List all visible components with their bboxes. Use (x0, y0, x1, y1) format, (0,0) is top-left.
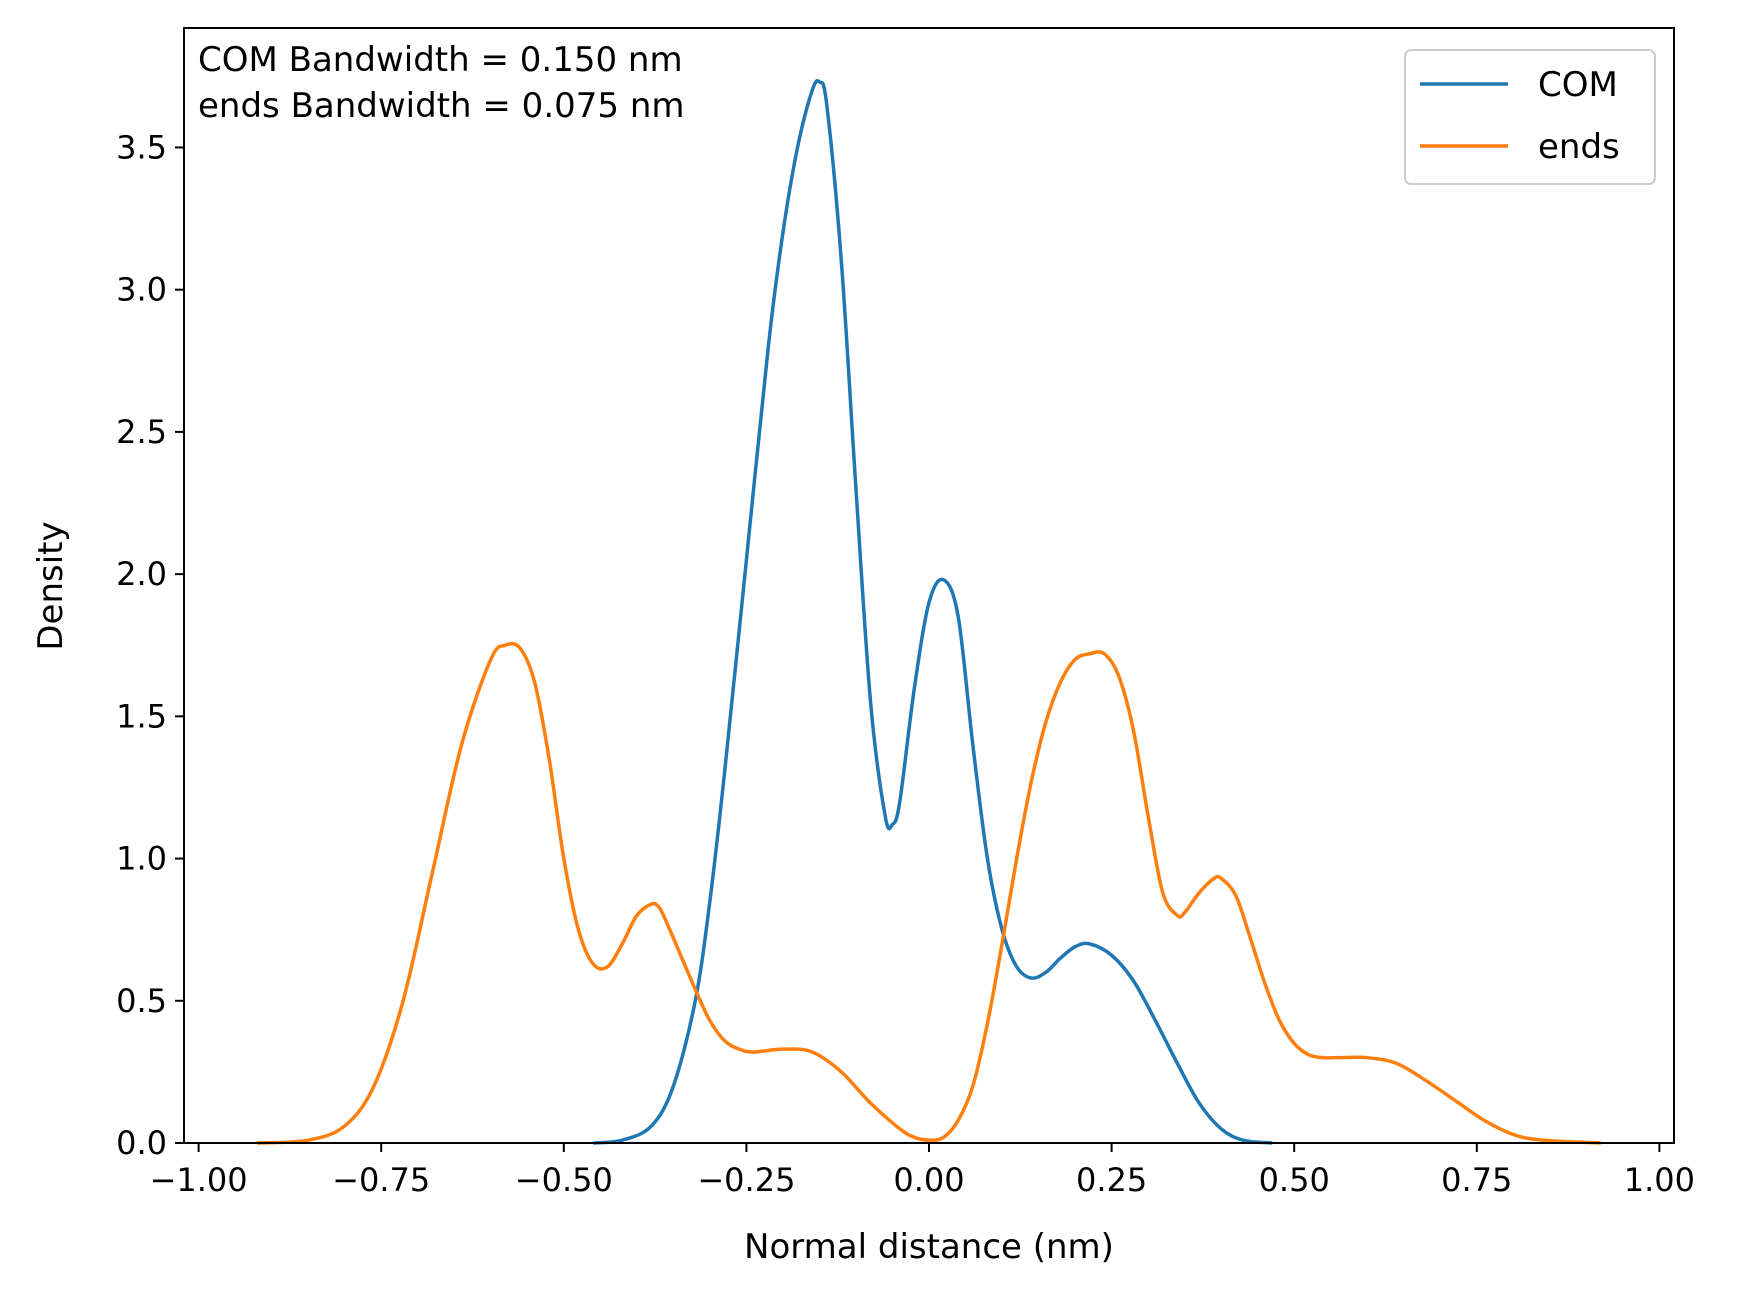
annotation-ends-bandwidth: ends Bandwidth = 0.075 nm (198, 86, 685, 126)
y-tick-label: 0.0 (116, 1124, 167, 1162)
x-axis-label: Normal distance (nm) (744, 1227, 1114, 1267)
y-tick-label: 2.0 (116, 555, 167, 593)
y-tick-label: 3.5 (116, 128, 167, 166)
annotation-com-bandwidth: COM Bandwidth = 0.150 nm (198, 40, 683, 80)
y-axis: 0.0 0.5 1.0 1.5 2.0 2.5 3.0 3.5 (116, 128, 184, 1162)
y-axis-label: Density (31, 521, 71, 650)
y-tick-label: 0.5 (116, 982, 167, 1020)
x-axis: −1.00 −0.75 −0.50 −0.25 0.00 0.25 0.50 0.75 1.00 (150, 1143, 1695, 1199)
series-line-ends (256, 641, 1602, 1145)
series-layer (256, 79, 1602, 1145)
x-tick-label: 1.00 (1624, 1161, 1695, 1199)
y-tick-label: 2.5 (116, 413, 167, 451)
x-tick-label: 0.50 (1259, 1161, 1330, 1199)
x-tick-label: 0.75 (1441, 1161, 1512, 1199)
series-line-com (592, 79, 1273, 1145)
legend: COM ends (1404, 49, 1656, 185)
legend-label-com: COM (1538, 65, 1618, 105)
y-tick-label: 3.0 (116, 271, 167, 309)
legend-label-ends: ends (1538, 127, 1620, 167)
y-tick-label: 1.0 (116, 840, 167, 878)
x-tick-label: 0.00 (893, 1161, 964, 1199)
x-tick-label: 0.25 (1076, 1161, 1147, 1199)
y-tick-label: 1.5 (116, 697, 167, 735)
x-tick-label: −1.00 (150, 1161, 248, 1199)
x-tick-label: −0.75 (332, 1161, 430, 1199)
x-tick-label: −0.25 (697, 1161, 795, 1199)
x-tick-label: −0.50 (515, 1161, 613, 1199)
